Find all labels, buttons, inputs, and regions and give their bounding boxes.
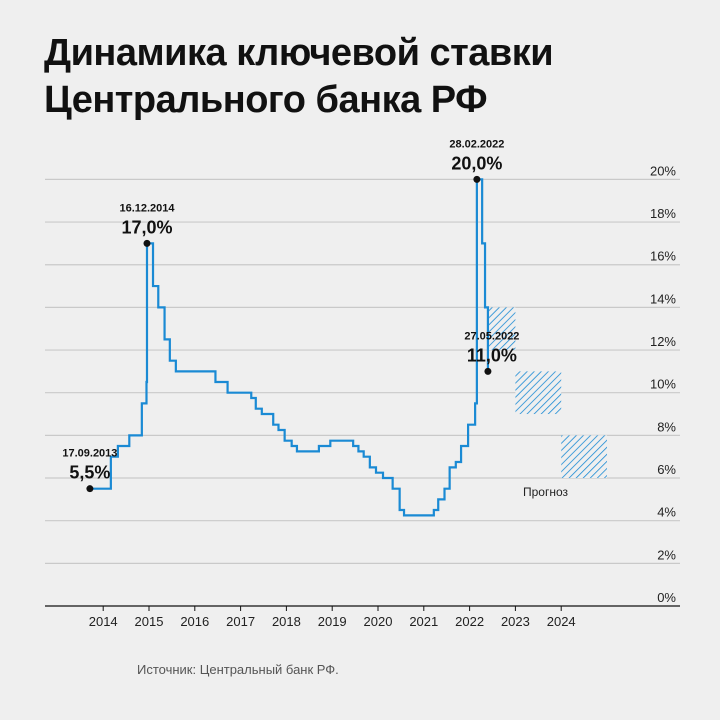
annotation-value: 20,0%: [451, 153, 502, 173]
x-tick-label: 2017: [226, 614, 255, 629]
forecast-range: [561, 435, 607, 479]
y-tick-label: 2%: [657, 547, 676, 562]
y-tick-label: 0%: [657, 590, 676, 605]
x-tick-label: 2019: [318, 614, 347, 629]
page-title: Динамика ключевой ставки Центрального ба…: [44, 30, 554, 124]
annotation-dot: [143, 239, 151, 247]
annotation-date: 17.09.2013: [62, 448, 117, 460]
y-tick-label: 8%: [657, 419, 676, 434]
y-tick-label: 18%: [650, 206, 676, 221]
y-tick-label: 4%: [657, 505, 676, 520]
x-tick-label: 2016: [180, 614, 209, 629]
y-tick-label: 10%: [650, 377, 676, 392]
x-tick-label: 2021: [409, 614, 438, 629]
x-tick-label: 2014: [89, 614, 118, 629]
y-tick-label: 6%: [657, 462, 676, 477]
title-line-1: Динамика ключевой ставки: [44, 32, 554, 74]
forecast-label: Прогноз: [523, 485, 569, 499]
annotation-date: 27.05.2022: [464, 330, 519, 342]
annotation-value: 5,5%: [69, 463, 110, 483]
annotation-value: 11,0%: [467, 345, 517, 365]
forecast-range: [515, 371, 562, 415]
x-tick-label: 2023: [501, 614, 530, 629]
x-tick-label: 2024: [547, 614, 576, 629]
annotation-date: 16.12.2014: [119, 202, 175, 214]
x-tick-label: 2022: [455, 614, 484, 629]
annotation-dot: [484, 367, 492, 375]
title-line-2: Центрального банка РФ: [44, 79, 488, 121]
annotation-dot: [86, 485, 94, 493]
annotation-date: 28.02.2022: [449, 138, 504, 150]
annotation-value: 17,0%: [121, 217, 172, 237]
y-tick-label: 14%: [650, 291, 676, 306]
y-tick-label: 12%: [650, 334, 676, 349]
y-tick-label: 20%: [650, 163, 676, 178]
forecast-range: [488, 307, 516, 351]
annotation-dot: [473, 175, 481, 183]
x-tick-label: 2020: [364, 614, 393, 629]
source-note: Источник: Центральный банк РФ.: [137, 662, 339, 677]
x-tick-label: 2015: [135, 614, 164, 629]
y-tick-label: 16%: [650, 249, 676, 264]
key-rate-line: [89, 178, 490, 517]
x-tick-label: 2018: [272, 614, 301, 629]
